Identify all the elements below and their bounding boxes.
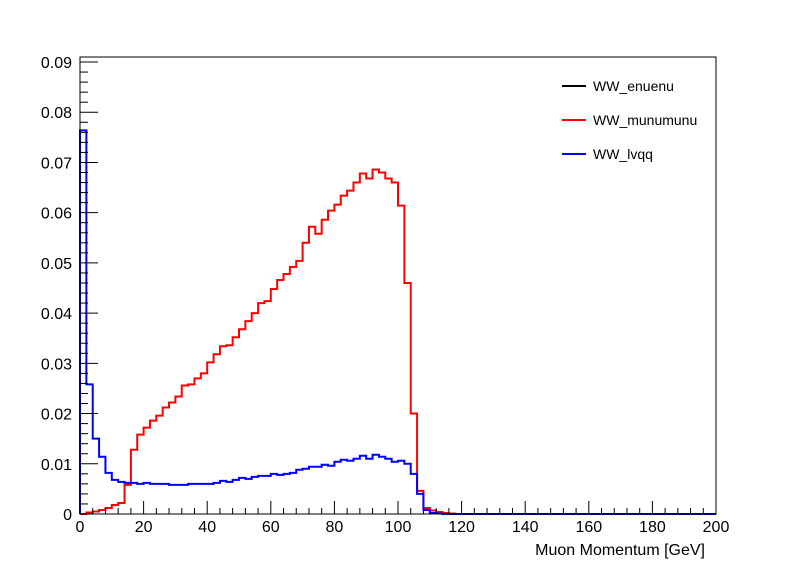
y-tick-label: 0.07 (41, 155, 72, 172)
x-tick-label: 160 (575, 519, 602, 536)
y-tick-label: 0.08 (41, 105, 72, 122)
x-tick-label: 80 (326, 519, 344, 536)
y-tick-label: 0.05 (41, 256, 72, 273)
y-tick-label: 0.06 (41, 206, 72, 223)
x-tick-label: 100 (385, 519, 412, 536)
x-tick-label: 20 (135, 519, 153, 536)
x-tick-label: 0 (76, 519, 85, 536)
y-axis-ticks: 0 0.01 0.02 0.03 0.04 0.05 0.06 0.07 0.08 0.09 (41, 55, 98, 524)
y-tick-label: 0.03 (41, 356, 72, 373)
x-axis-ticks: 0 20 40 60 80 100 120 140 160 180 200 (76, 501, 730, 536)
legend-label: WW_lvqq (593, 146, 653, 162)
legend-label: WW_enuenu (593, 78, 674, 94)
x-tick-label: 180 (639, 519, 666, 536)
x-tick-label: 200 (703, 519, 730, 536)
y-tick-label: 0.09 (41, 55, 72, 72)
y-tick-label: 0.04 (41, 306, 72, 323)
x-tick-label: 120 (448, 519, 475, 536)
legend: WW_enuenu WW_munumunu WW_lvqq (562, 78, 697, 162)
y-tick-label: 0.02 (41, 407, 72, 424)
y-tick-label: 0.01 (41, 457, 72, 474)
x-tick-label: 40 (198, 519, 216, 536)
y-tick-label: 0 (63, 507, 72, 524)
x-tick-label: 140 (512, 519, 539, 536)
x-axis-title: Muon Momentum [GeV] (535, 542, 705, 559)
legend-label: WW_munumunu (593, 112, 697, 128)
x-tick-label: 60 (262, 519, 280, 536)
